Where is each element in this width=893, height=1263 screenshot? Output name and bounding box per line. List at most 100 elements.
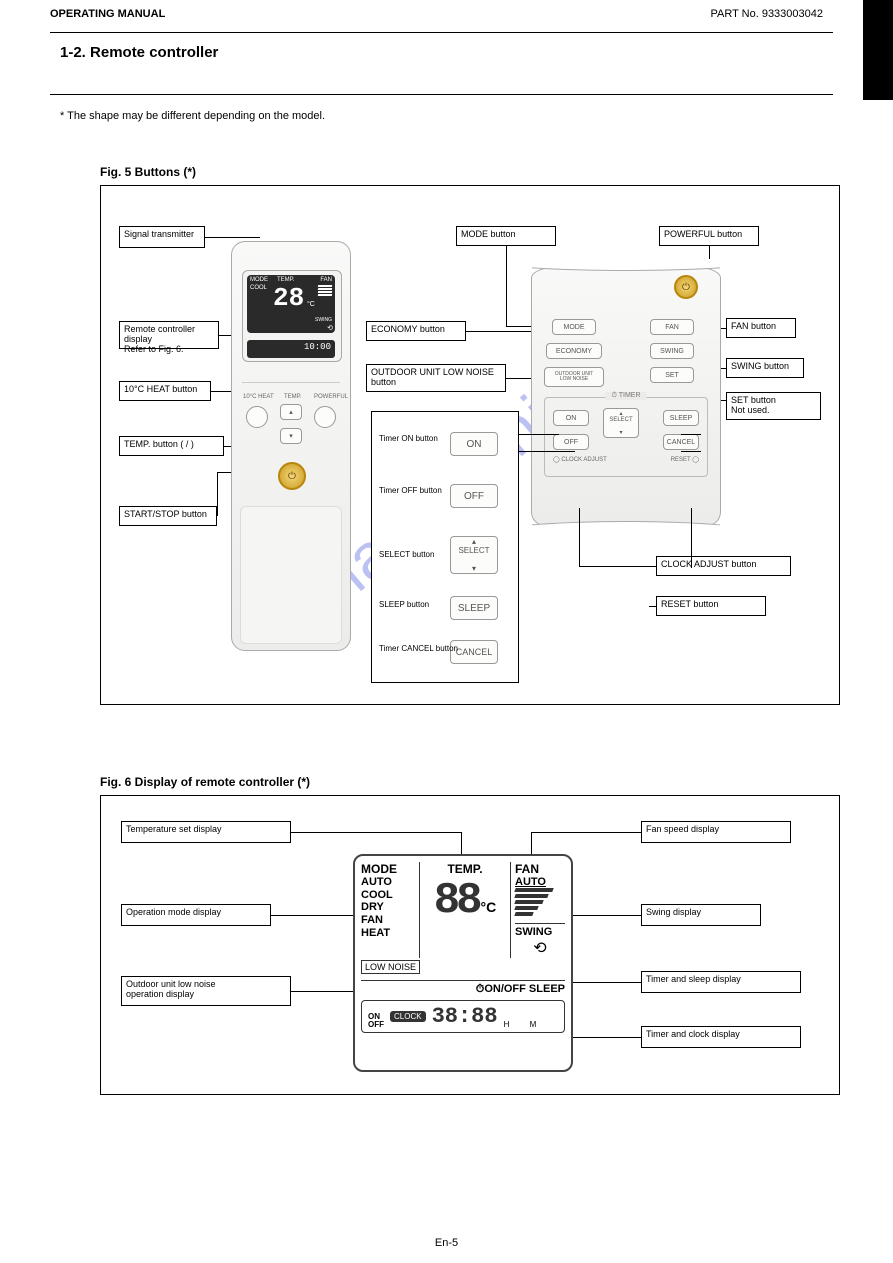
lbl-10cheat: 10°C HEAT [243, 394, 274, 400]
co-swing-display: Swing display [641, 904, 761, 926]
dp-clock-label: CLOCK [390, 1011, 426, 1022]
btn-timer-on[interactable]: ON [553, 410, 589, 426]
dp-mode-label: MODE [361, 862, 415, 876]
co-startstop: START/STOP button [119, 506, 217, 526]
display-panel: MODE AUTO COOL DRY FAN HEAT TEMP. 88 [353, 854, 573, 1072]
dp-mode-dry: DRY [361, 901, 415, 914]
co-set-title: SET button [731, 395, 776, 405]
btn-powerful[interactable] [314, 406, 336, 428]
btn-mode[interactable]: MODE [552, 319, 596, 335]
leader [205, 237, 260, 238]
dp-swing: SWING [515, 926, 565, 938]
co-timer-on: Timer ON button [379, 434, 438, 443]
btn-fan[interactable]: FAN [650, 319, 694, 335]
btn-power-open[interactable]: ⏻ [674, 275, 698, 299]
co-temp-set-display: Temperature set display [121, 821, 291, 843]
part-number: PART No. 9333003042 [710, 8, 823, 20]
timer-enl-sleep[interactable]: SLEEP [450, 596, 498, 620]
co-clockadjust: CLOCK ADJUST button [656, 556, 791, 576]
btn-timer-select[interactable]: ▴SELECT▾ [603, 408, 639, 438]
lcd-swing: SWING [315, 317, 332, 323]
remote-lcd: MODE COOL TEMP. 28 °C FAN SWING ⟲ 10:00 [242, 270, 342, 362]
dp-onoff: ON OFF [368, 1012, 384, 1029]
dp-mode-auto: AUTO [361, 876, 415, 889]
dp-mode-heat: HEAT [361, 927, 415, 940]
btn-temp-down[interactable]: ▾ [280, 428, 302, 444]
co-op-mode-display: Operation mode display [121, 904, 271, 926]
co-economy: ECONOMY button [366, 321, 466, 341]
co-timer-cancel: Timer CANCEL button [379, 644, 458, 653]
btn-10cheat[interactable] [246, 406, 268, 428]
timer-enlarged-frame: ON OFF ▴SELECT▾ SLEEP CANCEL [371, 411, 519, 683]
timer-header: TIMER [619, 392, 641, 399]
dp-temp-value: 88 [434, 876, 479, 926]
fig5-frame: manualshive.com Signal transmitter Remot… [100, 185, 840, 705]
co-timer-sleep-display: Timer and sleep display [641, 971, 801, 993]
co-mode: MODE button [456, 226, 556, 246]
lbl-clockadjust: CLOCK ADJUST [561, 457, 606, 463]
co-remote-display: Remote controller display Refer to Fig. … [119, 321, 219, 349]
co-timer-sleep: SLEEP button [379, 600, 429, 609]
btn-temp-up[interactable]: ▴ [280, 404, 302, 420]
btn-timer-cancel[interactable]: CANCEL [663, 434, 699, 450]
co-10cheat: 10°C HEAT button [119, 381, 211, 401]
lbl-reset: RESET [671, 457, 691, 463]
dp-fan-auto: AUTO [515, 876, 565, 888]
leader [217, 472, 218, 516]
dp-fan-label: FAN [515, 862, 565, 876]
dp-clock-value: 38:88 [432, 1004, 498, 1029]
lbl-temp: TEMP. [284, 394, 302, 400]
remote-closed: MODE COOL TEMP. 28 °C FAN SWING ⟲ 10:00 [231, 241, 351, 651]
co-set-note: Not used. [731, 405, 770, 415]
swing-icon: ⟲ [515, 938, 565, 958]
co-powerful: POWERFUL button [659, 226, 759, 246]
section-heading: 1-2. Remote controller [60, 44, 218, 61]
btn-economy[interactable]: ECONOMY [546, 343, 602, 359]
lcd-mode-label: MODE [250, 277, 268, 283]
co-lownoise: OUTDOOR UNIT LOW NOISE button [366, 364, 506, 392]
dp-mode-fan: FAN [361, 914, 415, 927]
btn-timer-sleep[interactable]: SLEEP [663, 410, 699, 426]
dp-fan-bars [515, 888, 553, 918]
rule-top-1 [50, 32, 833, 33]
btn-set[interactable]: SET [650, 367, 694, 383]
timer-enl-select[interactable]: ▴SELECT▾ [450, 536, 498, 574]
remote-open: ⏻ MODE FAN ECONOMY SWING OUTDOOR UNIT LO… [531, 266, 721, 526]
dp-onoff-sleep: ON/OFF SLEEP [484, 983, 565, 995]
lcd-temp-value: 28 [273, 283, 304, 313]
co-swing: SWING button [726, 358, 804, 378]
dp-temp-label: TEMP. [424, 862, 506, 876]
timer-group: ⏱ TIMER ON ▴SELECT▾ SLEEP OFF CANCEL ◯ C… [544, 397, 708, 477]
btn-timer-off[interactable]: OFF [553, 434, 589, 450]
fig5-caption: Fig. 5 Buttons (*) [100, 165, 196, 179]
co-signal-transmitter: Signal transmitter [119, 226, 205, 248]
timer-enl-on[interactable]: ON [450, 432, 498, 456]
co-lownoise-display: Outdoor unit low noise operation display [121, 976, 291, 1006]
fig6-frame: Temperature set display Operation mode d… [100, 795, 840, 1095]
dp-temp-unit: °C [481, 899, 497, 915]
dp-mode-cool: COOL [361, 889, 415, 902]
co-fan-speed-display: Fan speed display [641, 821, 791, 843]
co-reset: RESET button [656, 596, 766, 616]
timer-enl-off[interactable]: OFF [450, 484, 498, 508]
lcd-mode-value: COOL [250, 285, 267, 291]
manual-title: OPERATING MANUAL [50, 8, 165, 20]
lcd-clock: 10:00 [247, 340, 335, 358]
rule-top-2 [50, 94, 833, 95]
co-timer-clock-display: Timer and clock display [641, 1026, 801, 1048]
lcd-temp-unit: °C [307, 301, 315, 308]
co-timer-select: SELECT button [379, 550, 434, 559]
btn-power[interactable]: ⏻ [278, 462, 306, 490]
co-fan: FAN button [726, 318, 796, 338]
co-timer-off: Timer OFF button [379, 486, 442, 495]
btn-lownoise[interactable]: OUTDOOR UNIT LOW NOISE [544, 367, 604, 387]
co-set: SET button Not used. [726, 392, 821, 420]
remote-lid [240, 506, 342, 644]
dp-low-noise: LOW NOISE [361, 960, 420, 974]
btn-swing[interactable]: SWING [650, 343, 694, 359]
lcd-fan-bars [318, 285, 332, 296]
side-tab [863, 0, 893, 100]
lcd-fan-label: FAN [320, 277, 332, 283]
model-note: * The shape may be different depending o… [60, 110, 325, 122]
fig6-caption: Fig. 6 Display of remote controller (*) [100, 775, 310, 789]
